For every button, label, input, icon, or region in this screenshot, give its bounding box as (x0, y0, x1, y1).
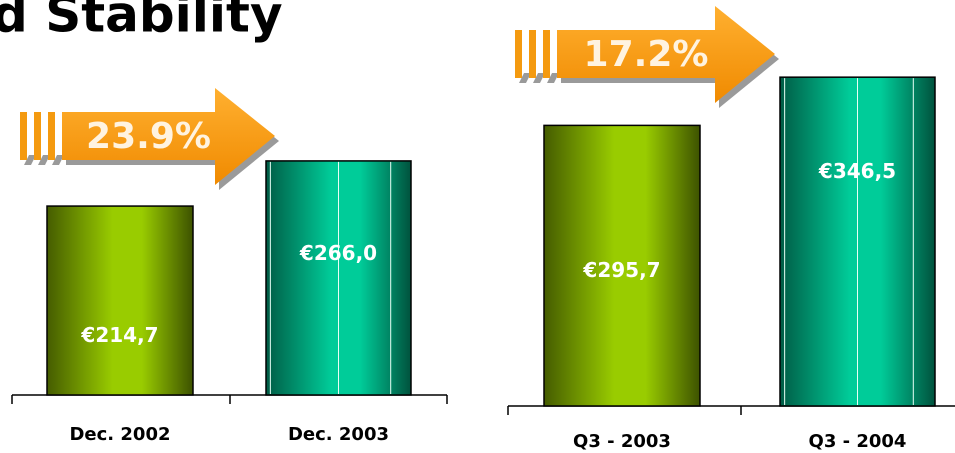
value-label: €346,5 (818, 159, 896, 183)
arrow (557, 6, 775, 103)
arrow-stripe-shadow (519, 73, 531, 83)
arrow-stripe (515, 30, 522, 78)
value-label: €266,0 (299, 241, 377, 265)
arrow (62, 88, 275, 185)
arrow-stripe (529, 30, 536, 78)
value-label: €214,7 (80, 323, 158, 347)
bar (46, 205, 194, 396)
value-label: €295,7 (582, 258, 660, 282)
bar (543, 124, 701, 407)
x-tick-label: Dec. 2002 (69, 424, 170, 445)
arrow-stripe-shadow (52, 155, 64, 165)
x-tick-label: Q3 - 2004 (809, 431, 907, 452)
x-tick-label: Dec. 2003 (288, 424, 389, 445)
arrow-stripe (543, 30, 550, 78)
x-tick-label: Q3 - 2003 (573, 431, 671, 452)
arrow-stripe (48, 112, 55, 160)
growth-label: 17.2% (584, 34, 709, 75)
page-title: d Stability (0, 0, 283, 44)
arrow-stripe (20, 112, 27, 160)
arrow-stripe-shadow (38, 155, 50, 165)
growth-label: 23.9% (86, 116, 211, 157)
arrow-stripe-shadow (547, 73, 559, 83)
arrow-stripe-shadow (533, 73, 545, 83)
arrow-stripe (34, 112, 41, 160)
arrow-stripe-shadow (24, 155, 36, 165)
